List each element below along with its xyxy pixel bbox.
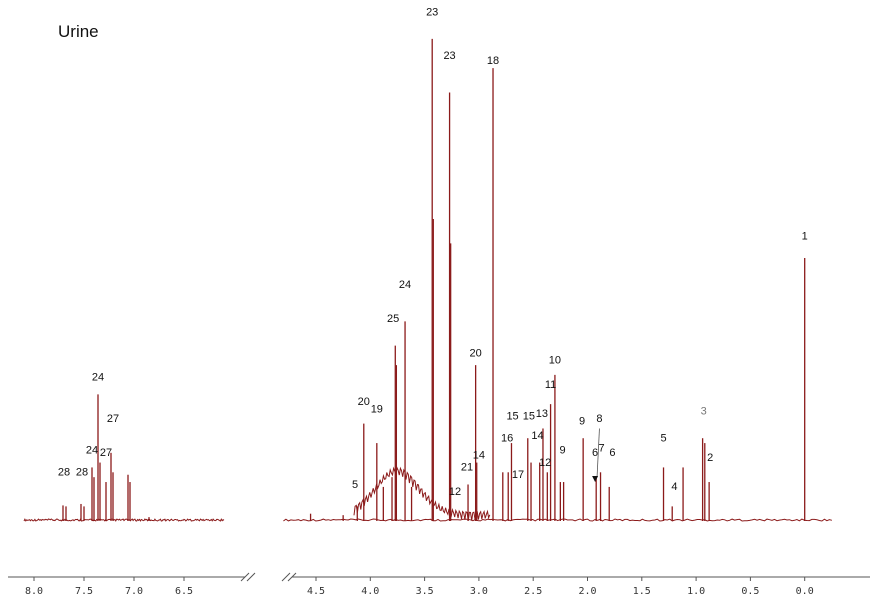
peak-label: 5: [660, 433, 666, 445]
x-tick-label: 3.5: [416, 586, 434, 594]
x-tick-label: 0.5: [741, 586, 759, 594]
peak-label: 12: [539, 457, 551, 469]
x-tick-label: 1.5: [633, 586, 651, 594]
peak-label: 15: [506, 411, 518, 423]
peak-label: 21: [461, 462, 473, 474]
peak-label: 27: [107, 413, 119, 425]
peak-label: 27: [100, 447, 112, 459]
x-tick-label: 7.0: [125, 586, 143, 594]
axis-break-mark: [240, 572, 250, 582]
axis-break-mark: [246, 572, 256, 582]
peak-label: 6: [609, 447, 615, 459]
x-tick-label: 4.5: [307, 586, 325, 594]
peak-label: 23: [443, 50, 455, 62]
peak-label: 24: [86, 445, 98, 457]
peak-label: 12: [449, 486, 461, 498]
peak-label: 6: [592, 447, 598, 459]
chart-title: Urine: [58, 22, 99, 41]
axis-break-mark: [281, 572, 291, 582]
peak-label: 28: [76, 467, 88, 479]
peak-marker-leader: [596, 428, 600, 477]
spectrum-baseline-left: [23, 518, 225, 522]
peak-label: 15: [523, 411, 535, 423]
peak-label: 18: [487, 55, 499, 67]
peak-label: 20: [470, 347, 482, 359]
x-tick-label: 3.0: [470, 586, 488, 594]
peak-label: 8: [596, 413, 602, 425]
peak-label: 24: [92, 372, 104, 384]
x-tick-label: 4.0: [361, 586, 379, 594]
peak-label: 7: [599, 442, 605, 454]
x-tick-label: 0.0: [796, 586, 814, 594]
peak-label: 4: [671, 481, 677, 493]
peak-label: 20: [358, 396, 370, 408]
peak-label: 9: [579, 415, 585, 427]
spectrum-hump: [353, 465, 491, 521]
peak-label: 24: [399, 279, 411, 291]
peak-label: 23: [426, 6, 438, 18]
x-tick-label: 7.5: [75, 586, 93, 594]
x-tick-label: 2.5: [524, 586, 542, 594]
peak-label: 14: [531, 430, 543, 442]
peak-label: 28: [58, 467, 70, 479]
axis-break-mark: [287, 572, 297, 582]
x-tick-label: 6.5: [175, 586, 193, 594]
x-tick-label: 1.0: [687, 586, 705, 594]
peak-label: 11: [545, 379, 556, 391]
peak-label: 13: [536, 408, 548, 420]
x-tick-label: 8.0: [25, 586, 43, 594]
peak-label: 5: [352, 479, 358, 491]
peak-label: 25: [387, 313, 399, 325]
peak-label: 17: [512, 469, 524, 481]
peak-label: 16: [501, 433, 513, 445]
peak-label: 2: [707, 452, 713, 464]
peak-label: 10: [549, 355, 561, 367]
peak-marker-arrow: [592, 476, 599, 483]
peak-label: 14: [473, 450, 485, 462]
peak-label: 1: [802, 230, 808, 242]
peak-label: 19: [371, 403, 383, 415]
peak-label: 3: [701, 406, 707, 418]
spectrum-baseline-right: [283, 518, 833, 522]
peak-label: 9: [559, 445, 565, 457]
x-tick-label: 2.0: [578, 586, 596, 594]
